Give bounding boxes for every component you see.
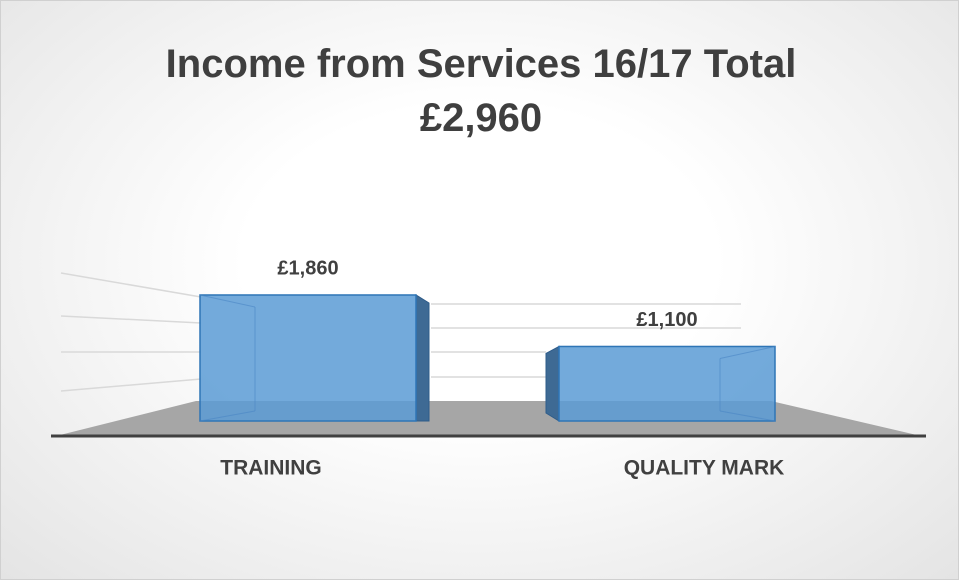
bar-edge [199, 410, 256, 422]
bar-edge [199, 294, 256, 308]
x-tick-label: QUALITY MARK [624, 457, 785, 480]
bar [199, 294, 417, 422]
floor [56, 401, 921, 436]
bar-side [415, 294, 430, 422]
grid-line-decor [60, 378, 202, 392]
value-label: £1,100 [636, 309, 697, 331]
decor [60, 272, 741, 392]
bar-side [545, 345, 560, 422]
grid-line-decor [60, 272, 202, 298]
bar-edge [719, 410, 776, 422]
bar [558, 345, 776, 422]
x-tick-label: TRAINING [220, 457, 322, 480]
grid-line-decor [60, 315, 202, 324]
chart-title: Income from Services 16/17 Total £2,960 [165, 42, 797, 140]
bar-edge [719, 345, 776, 359]
value-label: £1,860 [277, 257, 338, 279]
